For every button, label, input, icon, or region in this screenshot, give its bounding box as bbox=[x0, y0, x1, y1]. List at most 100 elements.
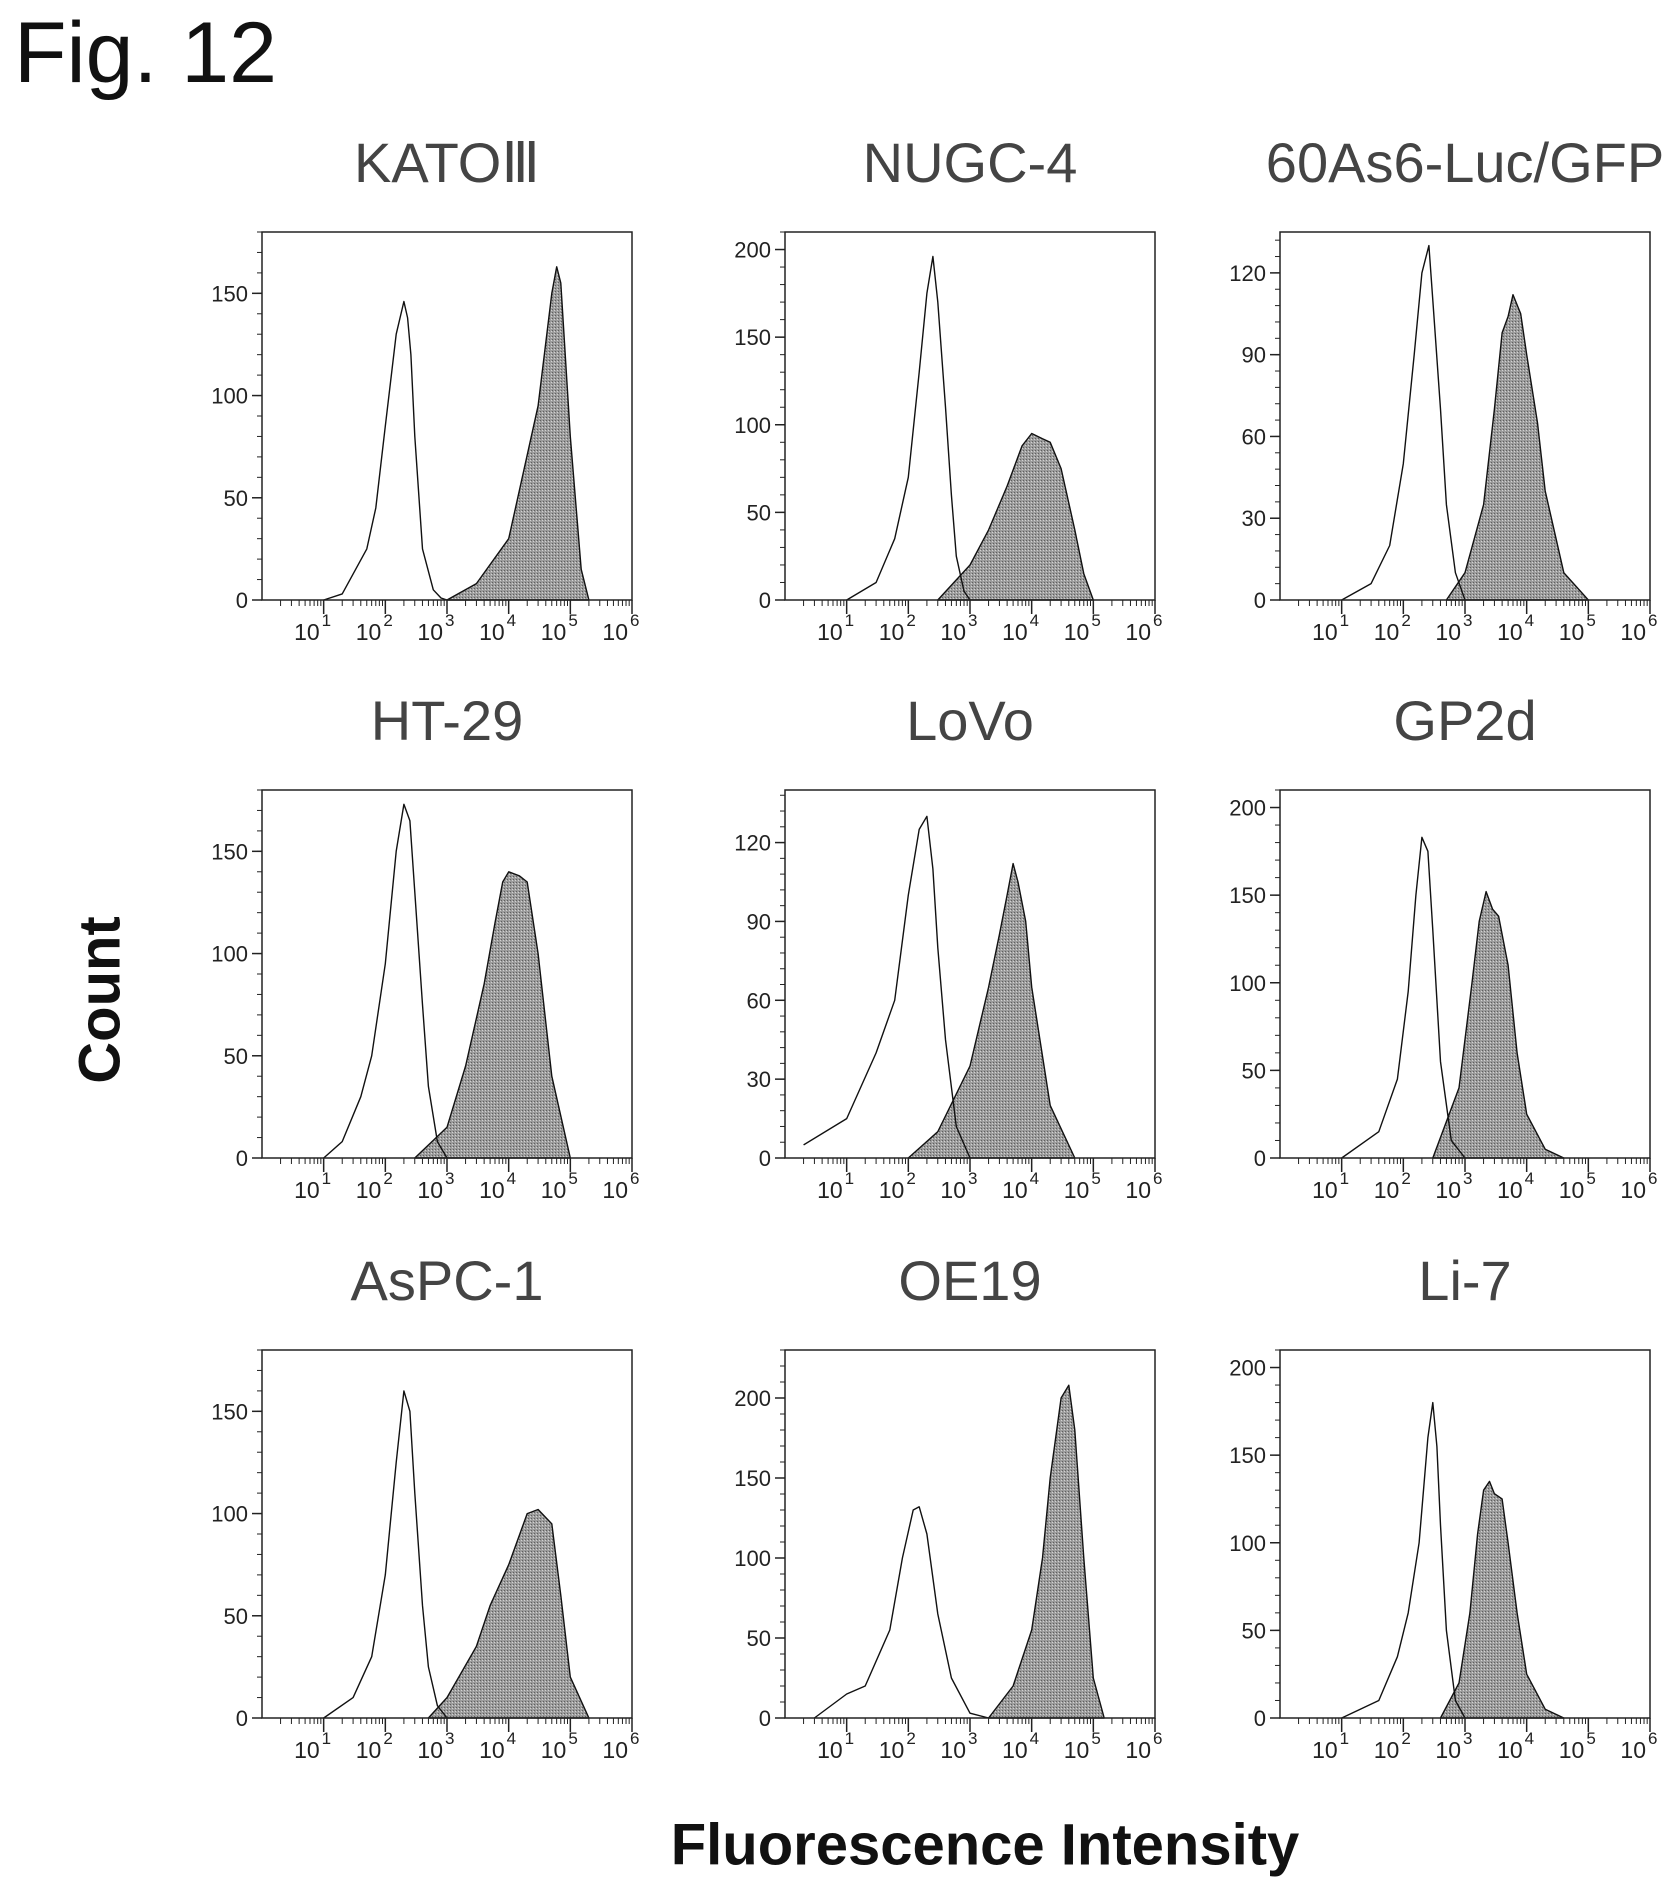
x-tick-label: 10 bbox=[940, 1177, 966, 1203]
x-tick-exponent: 3 bbox=[445, 1729, 454, 1748]
y-tick-label: 0 bbox=[1254, 588, 1266, 613]
x-tick-label: 10 bbox=[1559, 619, 1585, 645]
x-tick-exponent: 6 bbox=[1648, 611, 1657, 630]
x-tick-label: 10 bbox=[1002, 1737, 1028, 1763]
x-tick-exponent: 2 bbox=[383, 1169, 392, 1188]
x-tick-exponent: 6 bbox=[1648, 1729, 1657, 1748]
x-tick-exponent: 4 bbox=[507, 1729, 516, 1748]
filled-histogram-series bbox=[427, 1508, 590, 1719]
outline-histogram-series bbox=[813, 1506, 989, 1719]
y-tick-label: 50 bbox=[224, 1044, 248, 1069]
panel-title: LoVo bbox=[906, 689, 1034, 752]
outline-histogram-series bbox=[323, 300, 448, 601]
x-tick-label: 10 bbox=[541, 1177, 567, 1203]
x-tick-label: 10 bbox=[1002, 619, 1028, 645]
x-tick-exponent: 6 bbox=[1648, 1169, 1657, 1188]
x-tick-label: 10 bbox=[294, 1737, 320, 1763]
y-tick-label: 60 bbox=[1242, 424, 1266, 449]
x-axis-label: Fluorescence Intensity bbox=[670, 1812, 1300, 1878]
x-tick-label: 10 bbox=[602, 1737, 628, 1763]
plot-frame bbox=[261, 789, 633, 1159]
filled-histogram-series bbox=[1439, 1480, 1565, 1719]
x-tick-exponent: 5 bbox=[568, 611, 577, 630]
x-tick-exponent: 1 bbox=[322, 611, 331, 630]
x-tick-label: 10 bbox=[879, 1177, 905, 1203]
y-tick-label: 100 bbox=[1229, 971, 1266, 996]
y-tick-label: 150 bbox=[734, 325, 771, 350]
x-tick-label: 10 bbox=[1620, 1177, 1646, 1203]
x-tick-label: 10 bbox=[1125, 1177, 1151, 1203]
x-tick-label: 10 bbox=[541, 1737, 567, 1763]
x-tick-exponent: 1 bbox=[1340, 1729, 1349, 1748]
x-tick-label: 10 bbox=[1064, 1737, 1090, 1763]
x-tick-label: 10 bbox=[1374, 619, 1400, 645]
x-tick-label: 10 bbox=[417, 1737, 443, 1763]
x-tick-label: 10 bbox=[417, 619, 443, 645]
x-tick-exponent: 1 bbox=[322, 1729, 331, 1748]
x-tick-label: 10 bbox=[602, 1177, 628, 1203]
plot-frame bbox=[784, 1349, 1156, 1719]
x-tick-label: 10 bbox=[1497, 619, 1523, 645]
y-tick-label: 200 bbox=[734, 238, 771, 263]
y-tick-label: 0 bbox=[759, 1706, 771, 1731]
x-tick-exponent: 3 bbox=[445, 611, 454, 630]
y-tick-label: 30 bbox=[1242, 506, 1266, 531]
x-tick-label: 10 bbox=[1620, 1737, 1646, 1763]
y-tick-label: 150 bbox=[1229, 1443, 1266, 1468]
x-tick-label: 10 bbox=[817, 619, 843, 645]
plot-frame bbox=[784, 231, 1156, 601]
y-tick-label: 50 bbox=[747, 500, 771, 525]
plot-frame bbox=[261, 1349, 633, 1719]
outline-histogram-series bbox=[323, 1390, 448, 1719]
x-tick-label: 10 bbox=[479, 619, 505, 645]
x-tick-exponent: 3 bbox=[968, 1729, 977, 1748]
x-tick-exponent: 5 bbox=[568, 1169, 577, 1188]
panel-title: KATOⅢ bbox=[354, 131, 540, 194]
x-tick-label: 10 bbox=[356, 1177, 382, 1203]
x-tick-exponent: 5 bbox=[1091, 611, 1100, 630]
x-tick-label: 10 bbox=[1312, 619, 1338, 645]
x-tick-label: 10 bbox=[1620, 619, 1646, 645]
x-tick-label: 10 bbox=[541, 619, 567, 645]
x-tick-exponent: 6 bbox=[1153, 611, 1162, 630]
y-tick-label: 150 bbox=[734, 1466, 771, 1491]
x-tick-label: 10 bbox=[479, 1737, 505, 1763]
x-tick-label: 10 bbox=[1435, 619, 1461, 645]
outline-histogram-series bbox=[1341, 244, 1466, 601]
y-tick-label: 60 bbox=[747, 988, 771, 1013]
filled-histogram-series bbox=[446, 266, 590, 601]
x-tick-label: 10 bbox=[1125, 1737, 1151, 1763]
x-tick-label: 10 bbox=[479, 1177, 505, 1203]
y-tick-label: 100 bbox=[734, 413, 771, 438]
x-tick-exponent: 4 bbox=[1030, 1169, 1039, 1188]
outline-histogram-series bbox=[1341, 1401, 1466, 1719]
x-tick-exponent: 1 bbox=[1340, 611, 1349, 630]
x-tick-label: 10 bbox=[356, 1737, 382, 1763]
y-tick-label: 50 bbox=[1242, 1058, 1266, 1083]
x-tick-exponent: 5 bbox=[568, 1729, 577, 1748]
x-tick-exponent: 3 bbox=[1463, 1729, 1472, 1748]
x-tick-exponent: 1 bbox=[845, 1169, 854, 1188]
panel-title: Li-7 bbox=[1418, 1249, 1511, 1312]
panel-title: AsPC-1 bbox=[351, 1249, 544, 1312]
x-tick-label: 10 bbox=[417, 1177, 443, 1203]
x-tick-exponent: 6 bbox=[630, 1729, 639, 1748]
x-tick-label: 10 bbox=[879, 1737, 905, 1763]
y-tick-label: 200 bbox=[1229, 796, 1266, 821]
y-tick-label: 50 bbox=[747, 1626, 771, 1651]
x-tick-exponent: 2 bbox=[383, 1729, 392, 1748]
y-tick-label: 90 bbox=[747, 909, 771, 934]
outline-histogram-series bbox=[1341, 836, 1466, 1159]
x-tick-exponent: 6 bbox=[630, 1169, 639, 1188]
x-tick-label: 10 bbox=[879, 619, 905, 645]
y-tick-label: 150 bbox=[211, 1399, 248, 1424]
x-tick-label: 10 bbox=[1064, 619, 1090, 645]
x-tick-exponent: 2 bbox=[906, 1169, 915, 1188]
x-tick-label: 10 bbox=[1374, 1177, 1400, 1203]
